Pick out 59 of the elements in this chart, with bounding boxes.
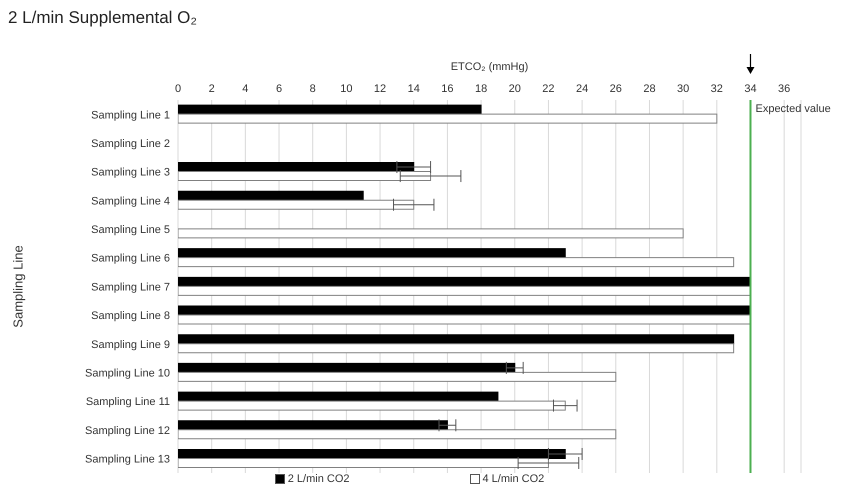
y-tick-label: Sampling Line 11: [86, 396, 170, 408]
legend-label: 2 L/min CO2: [286, 473, 350, 485]
bar: [178, 362, 516, 373]
bar: [178, 343, 734, 354]
series-label: 4 L/min CO2: [482, 473, 544, 485]
x-tick-label: 32: [710, 83, 723, 95]
y-tick-label: Sampling Line 13: [84, 454, 170, 466]
x-tick-label: 30: [677, 83, 690, 95]
x-tick-label: 28: [643, 83, 656, 95]
bar: [178, 458, 549, 468]
x-tick-label: 2: [208, 83, 215, 95]
y-tick-label: Sampling Line 7: [91, 281, 170, 294]
y-tick-label: Sampling Line 1: [91, 109, 170, 122]
x-tick-label: 24: [576, 83, 588, 95]
bar: [178, 276, 751, 287]
x-axis-title: ETCO₂ (mmHg): [450, 61, 528, 73]
y-tick-label: Sampling Line 10: [84, 367, 170, 380]
y-tick-label: Sampling Line 3: [91, 166, 170, 179]
y-tick-label: Sampling Line 8: [91, 310, 170, 322]
bar: [178, 114, 718, 124]
x-tick-label: 0: [174, 83, 182, 95]
y-tick-label: Sampling Line 2: [91, 138, 170, 150]
bar: [178, 429, 616, 440]
x-tick-label: 16: [441, 83, 454, 95]
y-tick-label: Sampling Line 6: [91, 252, 170, 265]
x-tick-label: 10: [340, 83, 353, 95]
x-tick-label: 18: [474, 83, 488, 95]
chart-title: 2 L/min Supplemental O₂: [8, 8, 198, 29]
bar: [178, 104, 482, 115]
y-tick-label: Sampling Line 12: [84, 424, 170, 437]
bar: [178, 190, 364, 201]
x-tick-label: 8: [310, 83, 316, 95]
bar: [178, 400, 566, 411]
x-tick-label: 34: [744, 83, 757, 95]
bar: [178, 200, 414, 210]
bar: [178, 372, 616, 382]
bar: [178, 448, 566, 459]
bar: [178, 257, 734, 268]
bar: [178, 392, 498, 402]
x-tick-label: 22: [542, 83, 555, 95]
bar: [178, 334, 734, 344]
x-tick-label: 12: [374, 83, 386, 95]
y-axis-title: Sampling Line: [10, 245, 26, 328]
y-tick-label: Sampling Line 4: [91, 195, 170, 208]
bar: [178, 248, 566, 258]
bar: [178, 171, 432, 182]
x-tick-label: 36: [778, 83, 790, 95]
y-tick-label: Sampling Line 5: [91, 224, 170, 236]
x-tick-label: 20: [508, 83, 521, 95]
x-tick-label: 4: [242, 83, 248, 95]
x-tick-label: 26: [610, 83, 622, 95]
bar: [178, 286, 751, 296]
x-tick-label: 6: [276, 83, 282, 95]
ref-line-label: Expected value: [755, 103, 831, 115]
bar: [178, 228, 684, 238]
bar: [178, 314, 751, 325]
bar: [178, 306, 751, 316]
x-tick-label: 14: [408, 83, 420, 95]
y-tick-label: Sampling Line 9: [91, 338, 170, 351]
